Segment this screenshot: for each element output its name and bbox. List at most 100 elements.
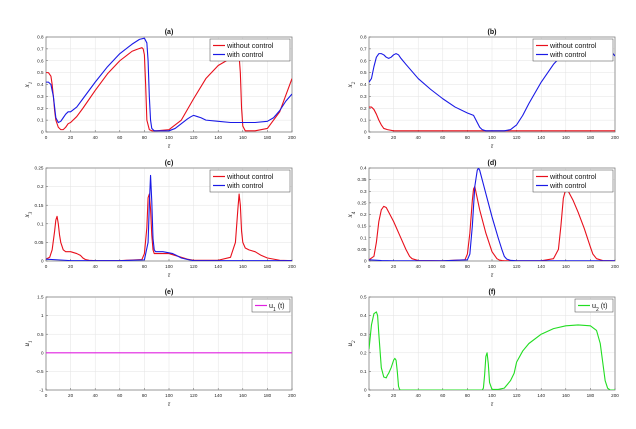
legend-entry-0: without control — [226, 41, 274, 50]
x-tick-label: 60 — [440, 393, 446, 398]
legend-box — [209, 169, 291, 193]
x-tick-label: 160 — [562, 264, 570, 269]
series-line-0 — [369, 186, 615, 261]
y-axis-label: x2 — [346, 81, 357, 88]
y-tick-label: 0.2 — [37, 106, 44, 111]
series-line-1 — [46, 37, 292, 132]
x-tick-label: 200 — [611, 135, 619, 140]
x-tick-label: 80 — [142, 393, 148, 398]
legend-box — [532, 38, 614, 62]
y-tick-label: 0 — [41, 130, 44, 135]
chart-panel-0: 0 20 40 60 80 100 120 140 160 180 200 0 0.1 0.2 0.3 0.4… — [23, 29, 296, 150]
x-tick-label: 0 — [45, 264, 48, 269]
x-tick-label: 140 — [214, 393, 222, 398]
legend-entry-1: with control — [549, 50, 587, 59]
x-tick-label: 200 — [611, 264, 619, 269]
series-line-0 — [369, 311, 615, 390]
y-tick-label: -1 — [39, 388, 44, 393]
y-tick-label: 0.4 — [360, 313, 367, 318]
y-tick-label: 0.2 — [360, 212, 367, 217]
x-tick-label: 180 — [264, 264, 272, 269]
y-tick-label: 0.2 — [360, 106, 367, 111]
x-tick-label: 80 — [465, 393, 471, 398]
y-tick-label: 0.3 — [360, 189, 367, 194]
x-tick-label: 120 — [190, 393, 198, 398]
x-tick-label: 140 — [537, 393, 545, 398]
x-tick-label: 180 — [587, 135, 595, 140]
legend-entry-0: without control — [549, 41, 597, 50]
x-tick-label: 140 — [537, 135, 545, 140]
x-tick-label: 0 — [45, 135, 48, 140]
x-tick-label: 60 — [117, 135, 123, 140]
plot-frame — [368, 167, 616, 262]
x-tick-label: 160 — [239, 135, 247, 140]
x-tick-label: 20 — [391, 393, 397, 398]
y-tick-label: -0.5 — [36, 369, 44, 374]
y-tick-label: 0.4 — [360, 82, 367, 87]
x-tick-label: 160 — [562, 135, 570, 140]
y-axis-label: u1 — [23, 341, 34, 347]
x-tick-label: 40 — [93, 135, 99, 140]
y-tick-label: 0.3 — [37, 94, 44, 99]
x-tick-label: 40 — [93, 393, 99, 398]
x-axis-label: τ — [491, 400, 494, 408]
plot-frame — [45, 36, 293, 133]
y-axis-label: x3 — [23, 211, 34, 218]
x-tick-label: 200 — [288, 393, 296, 398]
x-tick-label: 20 — [68, 135, 74, 140]
y-tick-label: 0.2 — [360, 350, 367, 355]
y-tick-label: 0.25 — [35, 166, 44, 171]
x-tick-label: 180 — [587, 264, 595, 269]
legend-entry-0: u1 (t) — [269, 301, 285, 313]
legend-entry-1: with control — [226, 181, 264, 190]
x-tick-label: 60 — [117, 264, 123, 269]
y-tick-label: 0.8 — [37, 35, 44, 40]
x-tick-label: 20 — [68, 393, 74, 398]
y-tick-label: 0.1 — [37, 118, 44, 123]
x-tick-label: 0 — [368, 393, 371, 398]
panel-title: (e) — [165, 289, 174, 296]
y-tick-label: 0.35 — [358, 177, 367, 182]
chart-panel-4: 0 20 40 60 80 100 120 140 160 180 200 -1 -0.5 0 0.5 1 1.… — [23, 289, 296, 408]
y-axis-label: x1 — [23, 82, 34, 89]
x-tick-label: 160 — [239, 393, 247, 398]
y-tick-label: 0.1 — [360, 118, 367, 123]
plot-frame — [45, 167, 293, 262]
x-tick-label: 40 — [416, 393, 422, 398]
legend-entry-1: with control — [226, 50, 264, 59]
y-tick-label: 0.5 — [360, 295, 367, 300]
x-tick-label: 180 — [587, 393, 595, 398]
legend: u1 (t) — [251, 298, 291, 313]
legend-box — [209, 38, 291, 62]
x-tick-label: 120 — [513, 393, 521, 398]
x-tick-label: 0 — [368, 135, 371, 140]
chart-panel-1: 0 20 40 60 80 100 120 140 160 180 200 0 0.1 0.2 0.3 0.4… — [346, 29, 619, 150]
x-tick-label: 80 — [142, 135, 148, 140]
chart-panel-3: 0 20 40 60 80 100 120 140 160 180 200 0 0.05 0.1 0.15 0… — [346, 160, 619, 279]
legend-entry-0: u2 (t) — [592, 301, 608, 313]
x-tick-label: 100 — [488, 264, 496, 269]
x-tick-label: 100 — [165, 393, 173, 398]
legend-box — [532, 169, 614, 193]
x-tick-label: 40 — [416, 264, 422, 269]
x-tick-label: 100 — [165, 135, 173, 140]
legend-box — [574, 298, 614, 313]
legend-entry-0: without control — [549, 172, 597, 181]
x-tick-label: 20 — [391, 135, 397, 140]
x-axis-label: τ — [491, 271, 494, 279]
panel-title: (a) — [165, 29, 174, 36]
x-tick-label: 20 — [68, 264, 74, 269]
x-tick-label: 100 — [488, 135, 496, 140]
y-tick-label: 0.1 — [360, 369, 367, 374]
y-tick-label: 0.4 — [360, 166, 367, 171]
series-line-1 — [369, 168, 615, 261]
legend-entry-1: with control — [549, 181, 587, 190]
x-tick-label: 160 — [562, 393, 570, 398]
x-tick-label: 60 — [117, 393, 123, 398]
x-axis-label: τ — [168, 271, 171, 279]
y-tick-label: 0.15 — [358, 224, 367, 229]
x-tick-label: 60 — [440, 135, 446, 140]
